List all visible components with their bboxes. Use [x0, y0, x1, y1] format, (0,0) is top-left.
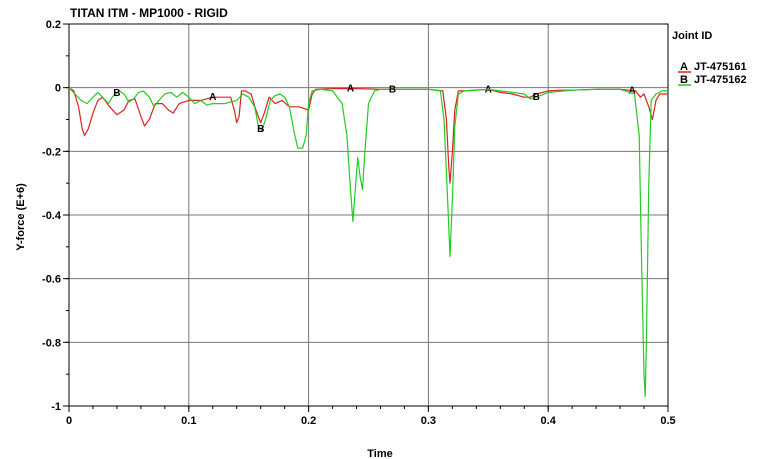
- series-marker-b: B: [533, 92, 540, 103]
- y-tick-label: 0.2: [46, 19, 61, 31]
- y-tick-label: 0: [55, 83, 61, 95]
- x-tick-label: 0.3: [421, 415, 436, 427]
- x-tick-label: 0.4: [541, 415, 557, 427]
- series-marker-a: A: [347, 84, 354, 95]
- series-marker-b: B: [113, 88, 120, 99]
- series-marker-a: A: [628, 85, 635, 96]
- x-tick-label: 0.5: [660, 415, 675, 427]
- grid-lines: [69, 24, 668, 406]
- legend: A JT-475161 B JT-475162: [678, 61, 747, 86]
- x-tick-label: 0: [66, 415, 72, 427]
- legend-label-jt-475162: JT-475162: [694, 74, 747, 86]
- legend-title: Joint ID: [672, 30, 712, 42]
- x-tick-label: 0.2: [301, 415, 316, 427]
- y-tick-label: -1: [51, 401, 61, 413]
- y-tick-label: -0.2: [42, 146, 61, 158]
- legend-label-jt-475161: JT-475161: [694, 61, 747, 73]
- series-marker-b: B: [257, 124, 264, 135]
- x-tick-label: 0.1: [181, 415, 196, 427]
- x-axis-ticks: 0 0.1 0.2 0.3 0.4 0.5: [66, 406, 676, 427]
- y-axis-label: Y-force (E+6): [15, 183, 27, 251]
- series-line-jt-475161: [68, 87, 668, 184]
- chart-title: TITAN ITM - MP1000 - RIGID: [70, 6, 228, 20]
- y-axis-ticks: 0.2 0 -0.2 -0.4 -0.6 -0.8 -1: [42, 19, 69, 413]
- series-marker-b: B: [389, 84, 396, 95]
- x-axis-label: Time: [367, 448, 392, 459]
- y-tick-label: -0.4: [42, 210, 62, 222]
- legend-marker-a: A: [680, 61, 688, 73]
- legend-marker-b: B: [680, 74, 688, 86]
- series-marker-a: A: [209, 92, 216, 103]
- y-tick-label: -0.8: [42, 337, 61, 349]
- series-line-jt-475162: [68, 87, 668, 397]
- y-tick-label: -0.6: [42, 274, 61, 286]
